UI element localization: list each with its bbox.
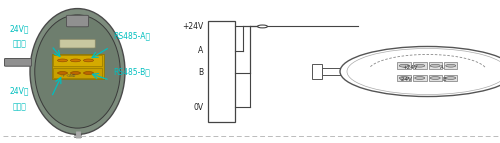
Circle shape: [340, 46, 500, 97]
Circle shape: [84, 72, 94, 75]
Bar: [312, 68, 358, 75]
Text: 24V电: 24V电: [10, 87, 29, 96]
Text: RS485-B极: RS485-B极: [113, 67, 150, 77]
Text: 源正极: 源正极: [12, 40, 26, 49]
Text: ·+ ·GND: ·+ ·GND: [62, 74, 76, 78]
Bar: [53, 55, 102, 66]
Circle shape: [446, 77, 456, 80]
Text: -24V: -24V: [400, 77, 412, 82]
Bar: [53, 68, 102, 78]
Ellipse shape: [30, 9, 125, 134]
Ellipse shape: [35, 15, 120, 128]
Bar: [444, 75, 458, 81]
Bar: [413, 62, 426, 69]
Circle shape: [399, 77, 409, 80]
Circle shape: [58, 72, 68, 75]
Text: A: A: [440, 65, 444, 70]
Text: 0V: 0V: [194, 103, 203, 112]
Bar: [444, 62, 458, 69]
Bar: [52, 54, 104, 79]
Circle shape: [70, 72, 81, 75]
Circle shape: [70, 59, 81, 62]
Text: 源负极: 源负极: [12, 103, 26, 112]
Text: A: A: [198, 46, 203, 55]
Circle shape: [258, 25, 268, 28]
Text: +24V: +24V: [182, 22, 204, 31]
Circle shape: [347, 48, 500, 95]
Circle shape: [430, 64, 440, 67]
Text: +24V: +24V: [402, 65, 418, 70]
Circle shape: [430, 77, 440, 80]
FancyBboxPatch shape: [60, 39, 95, 48]
Bar: [398, 75, 411, 81]
Circle shape: [58, 59, 68, 62]
FancyBboxPatch shape: [4, 58, 32, 66]
Text: 24V电: 24V电: [10, 24, 29, 33]
Bar: [428, 62, 442, 69]
Bar: [413, 75, 426, 81]
Circle shape: [399, 64, 409, 67]
Circle shape: [446, 64, 456, 67]
Bar: [208, 21, 235, 122]
FancyBboxPatch shape: [66, 15, 88, 27]
Bar: [322, 68, 340, 75]
Circle shape: [414, 64, 424, 67]
Text: B: B: [198, 68, 203, 77]
Bar: [312, 64, 322, 79]
Circle shape: [414, 77, 424, 80]
Text: B: B: [442, 77, 446, 82]
Bar: [398, 62, 411, 69]
Circle shape: [84, 59, 94, 62]
Text: RS485-A极: RS485-A极: [113, 31, 150, 40]
Bar: [428, 75, 442, 81]
